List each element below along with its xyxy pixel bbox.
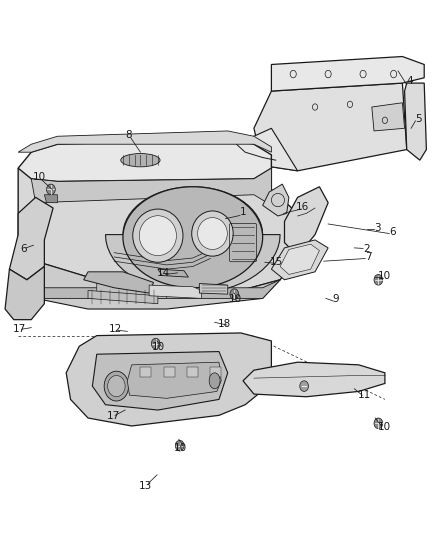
Polygon shape xyxy=(272,240,328,280)
Text: 12: 12 xyxy=(109,324,122,334)
Polygon shape xyxy=(285,187,328,256)
Bar xyxy=(187,367,198,376)
Text: 2: 2 xyxy=(363,245,370,254)
Polygon shape xyxy=(254,83,407,171)
Circle shape xyxy=(46,184,55,195)
Polygon shape xyxy=(18,131,272,152)
Text: 10: 10 xyxy=(378,422,391,432)
Polygon shape xyxy=(263,184,289,216)
Ellipse shape xyxy=(198,217,227,249)
Polygon shape xyxy=(237,128,297,171)
Text: 16: 16 xyxy=(296,202,310,212)
Circle shape xyxy=(374,418,383,429)
Polygon shape xyxy=(10,197,53,280)
Ellipse shape xyxy=(209,373,220,389)
Text: 14: 14 xyxy=(156,268,170,278)
Text: 10: 10 xyxy=(378,271,391,281)
Polygon shape xyxy=(84,272,153,293)
Text: 6: 6 xyxy=(389,227,396,237)
Text: 8: 8 xyxy=(125,130,131,140)
Text: 10: 10 xyxy=(174,443,187,453)
Polygon shape xyxy=(18,168,297,290)
Text: 13: 13 xyxy=(139,481,152,490)
Polygon shape xyxy=(18,235,280,309)
Circle shape xyxy=(151,338,160,349)
Polygon shape xyxy=(243,362,385,397)
Circle shape xyxy=(374,274,383,285)
Circle shape xyxy=(230,289,239,300)
Polygon shape xyxy=(31,168,272,205)
Text: 7: 7 xyxy=(365,252,371,262)
Polygon shape xyxy=(405,83,426,160)
Polygon shape xyxy=(149,285,201,298)
Text: 10: 10 xyxy=(32,172,46,182)
Text: 17: 17 xyxy=(12,324,26,334)
Polygon shape xyxy=(92,352,228,410)
Polygon shape xyxy=(66,333,272,426)
Circle shape xyxy=(108,375,125,397)
Polygon shape xyxy=(18,266,280,298)
Text: 10: 10 xyxy=(152,342,165,352)
Text: 9: 9 xyxy=(333,294,339,304)
Text: 3: 3 xyxy=(374,223,380,233)
Bar xyxy=(164,367,175,376)
Polygon shape xyxy=(106,187,280,293)
Polygon shape xyxy=(272,56,424,91)
Text: 17: 17 xyxy=(107,411,120,422)
Bar xyxy=(210,367,221,376)
Bar xyxy=(141,367,151,376)
Text: 4: 4 xyxy=(407,77,413,86)
Text: 15: 15 xyxy=(270,257,283,267)
Text: 1: 1 xyxy=(240,207,246,217)
Circle shape xyxy=(300,381,308,391)
Polygon shape xyxy=(372,103,405,131)
Ellipse shape xyxy=(133,209,183,262)
Ellipse shape xyxy=(139,216,177,256)
Ellipse shape xyxy=(121,154,160,167)
Polygon shape xyxy=(5,266,44,320)
Text: 18: 18 xyxy=(218,319,231,329)
Text: 6: 6 xyxy=(20,245,27,254)
Polygon shape xyxy=(88,290,158,304)
Circle shape xyxy=(175,440,184,451)
Polygon shape xyxy=(97,280,166,298)
Text: 5: 5 xyxy=(416,114,422,124)
Polygon shape xyxy=(127,362,221,398)
Text: 11: 11 xyxy=(357,390,371,400)
Ellipse shape xyxy=(192,211,233,256)
Polygon shape xyxy=(280,244,319,274)
Polygon shape xyxy=(158,269,188,277)
Polygon shape xyxy=(199,284,228,294)
Text: 10: 10 xyxy=(229,294,242,304)
Polygon shape xyxy=(44,195,57,203)
Circle shape xyxy=(104,371,129,401)
Polygon shape xyxy=(18,139,272,181)
Ellipse shape xyxy=(123,187,263,288)
